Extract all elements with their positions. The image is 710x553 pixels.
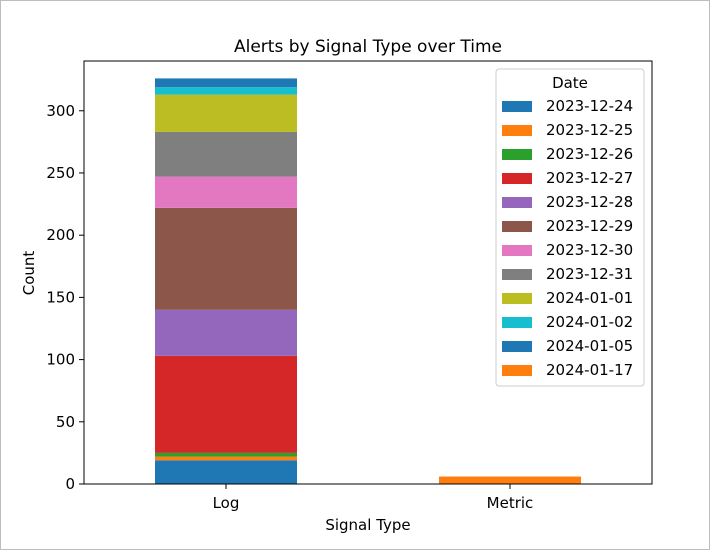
legend-label-2023-12-25: 2023-12-25	[546, 121, 633, 139]
legend-label-2024-01-05: 2024-01-05	[546, 337, 633, 355]
chart-title: Alerts by Signal Type over Time	[234, 37, 502, 57]
bar-segment-log-2023-12-27	[155, 355, 297, 453]
x-axis-label: Signal Type	[325, 516, 410, 534]
y-tick-label: 50	[56, 413, 75, 431]
legend-swatch-2023-12-25	[502, 125, 532, 136]
bar-segment-metric-2024-01-17	[439, 476, 581, 484]
legend-label-2023-12-29: 2023-12-29	[546, 217, 633, 235]
bar-segment-log-2023-12-31	[155, 131, 297, 177]
legend-swatch-2023-12-30	[502, 245, 532, 256]
legend-swatch-2023-12-24	[502, 101, 532, 112]
legend-label-2023-12-30: 2023-12-30	[546, 241, 633, 259]
y-axis-label: Count	[20, 251, 38, 296]
plot-frame	[83, 60, 653, 485]
legend-swatch-2023-12-31	[502, 269, 532, 280]
bars-layer	[155, 78, 581, 484]
legend-box	[495, 68, 645, 387]
legend-label-2023-12-24: 2023-12-24	[546, 97, 633, 115]
bar-segment-log-2023-12-24	[155, 460, 297, 484]
y-tick-label: 150	[46, 288, 75, 306]
y-axis: 0 50 100 150 200 250 300	[46, 102, 84, 493]
legend-swatch-2024-01-01	[502, 293, 532, 304]
bar-segment-log-2024-01-02	[155, 87, 297, 95]
legend-label-2023-12-28: 2023-12-28	[546, 193, 633, 211]
bar-segment-log-2023-12-29	[155, 207, 297, 310]
bar-segment-log-2024-01-01	[155, 94, 297, 132]
y-tick-label: 250	[46, 164, 75, 182]
y-tick-label: 300	[46, 102, 75, 120]
legend-label-2024-01-01: 2024-01-01	[546, 289, 633, 307]
x-axis: Log Metric	[213, 484, 534, 512]
legend: Date 2023-12-242023-12-252023-12-262023-…	[495, 68, 645, 387]
bar-segment-log-2023-12-25	[155, 456, 297, 461]
legend-label-2023-12-27: 2023-12-27	[546, 169, 633, 187]
legend-swatch-2023-12-27	[502, 173, 532, 184]
legend-swatch-2023-12-26	[502, 149, 532, 160]
legend-swatch-2023-12-28	[502, 197, 532, 208]
legend-label-2024-01-17: 2024-01-17	[546, 361, 633, 379]
x-tick-label-log: Log	[213, 494, 240, 512]
legend-items: 2023-12-24 2023-12-25 2023-12-26 2023-12-27…	[502, 97, 633, 379]
legend-label-2024-01-02: 2024-01-02	[546, 313, 633, 331]
y-tick-label: 100	[46, 351, 75, 369]
x-tick-label-metric: Metric	[487, 494, 534, 512]
legend-swatch-2024-01-02	[502, 317, 532, 328]
y-tick-label: 200	[46, 226, 75, 244]
bar-segment-log-2023-12-26	[155, 452, 297, 457]
bar-segment-log-2024-01-05	[155, 78, 297, 88]
legend-swatch-2023-12-29	[502, 221, 532, 232]
legend-label-2023-12-31: 2023-12-31	[546, 265, 633, 283]
bar-segment-log-2023-12-28	[155, 309, 297, 356]
legend-swatch-2024-01-17	[502, 365, 532, 376]
legend-swatch-2024-01-05	[502, 341, 532, 352]
bar-segment-log-2023-12-30	[155, 176, 297, 208]
y-tick-label: 0	[65, 475, 75, 493]
legend-title: Date	[552, 74, 588, 92]
legend-label-2023-12-26: 2023-12-26	[546, 145, 633, 163]
